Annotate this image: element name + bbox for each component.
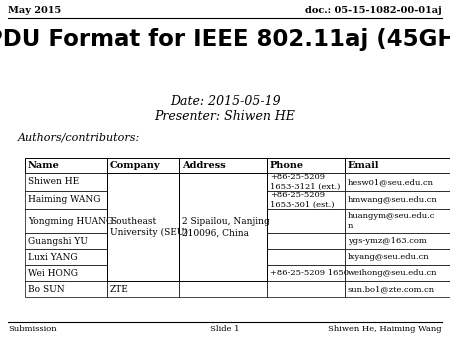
- Bar: [25, 265, 107, 281]
- Text: Shiwen He, Haiming Wang: Shiwen He, Haiming Wang: [328, 325, 442, 333]
- Bar: [345, 173, 450, 191]
- Bar: [25, 209, 107, 233]
- Text: May 2015: May 2015: [8, 6, 61, 15]
- Text: Guangshi YU: Guangshi YU: [28, 237, 88, 245]
- Text: Phone: Phone: [270, 161, 304, 170]
- Bar: [345, 233, 450, 249]
- Text: huangym@seu.edu.c
n: huangym@seu.edu.c n: [348, 212, 436, 230]
- Bar: [267, 158, 345, 173]
- Text: Shiwen HE: Shiwen HE: [28, 177, 79, 187]
- Bar: [107, 265, 179, 281]
- Text: +86-25-5209
1653-3121 (ext.): +86-25-5209 1653-3121 (ext.): [270, 173, 340, 191]
- Text: hesw01@seu.edu.cn: hesw01@seu.edu.cn: [348, 178, 434, 186]
- Text: Address: Address: [182, 161, 226, 170]
- Text: Yongming HUANG: Yongming HUANG: [28, 217, 113, 225]
- Text: doc.: 05-15-1082-00-01aj: doc.: 05-15-1082-00-01aj: [306, 6, 442, 15]
- Text: ZTE: ZTE: [110, 285, 129, 293]
- Text: weihong@seu.edu.cn: weihong@seu.edu.cn: [348, 269, 437, 277]
- Text: PPDU Format for IEEE 802.11aj (45GHz): PPDU Format for IEEE 802.11aj (45GHz): [0, 28, 450, 51]
- Bar: [179, 158, 267, 173]
- Text: ygs-ymz@163.com: ygs-ymz@163.com: [348, 237, 427, 245]
- Bar: [345, 209, 450, 233]
- Text: Date: 2015-05-19: Date: 2015-05-19: [170, 95, 280, 108]
- Bar: [345, 158, 450, 173]
- Text: Bo SUN: Bo SUN: [28, 285, 65, 293]
- Bar: [267, 191, 345, 209]
- Text: sun.bo1@zte.com.cn: sun.bo1@zte.com.cn: [348, 285, 435, 293]
- Bar: [25, 249, 107, 265]
- Text: lxyang@seu.edu.cn: lxyang@seu.edu.cn: [348, 253, 430, 261]
- Bar: [107, 233, 179, 249]
- Bar: [25, 281, 107, 297]
- Bar: [179, 173, 267, 191]
- Bar: [179, 265, 267, 281]
- Text: Luxi YANG: Luxi YANG: [28, 252, 77, 262]
- Bar: [25, 158, 107, 173]
- Text: Presenter: Shiwen HE: Presenter: Shiwen HE: [154, 110, 296, 123]
- Text: Submission: Submission: [8, 325, 57, 333]
- Bar: [267, 281, 345, 297]
- Text: +86-25-5209
1653-301 (est.): +86-25-5209 1653-301 (est.): [270, 191, 334, 209]
- Bar: [267, 265, 345, 281]
- Bar: [25, 233, 107, 249]
- Bar: [179, 209, 267, 233]
- Bar: [267, 249, 345, 265]
- Text: Southeast
University (SEU): Southeast University (SEU): [110, 217, 188, 238]
- Text: Haiming WANG: Haiming WANG: [28, 195, 100, 204]
- Bar: [25, 191, 107, 209]
- Text: +86-25-5209 1650: +86-25-5209 1650: [270, 269, 349, 277]
- Bar: [345, 281, 450, 297]
- Bar: [179, 233, 267, 249]
- Bar: [345, 249, 450, 265]
- Bar: [267, 233, 345, 249]
- Bar: [345, 191, 450, 209]
- Text: Wei HONG: Wei HONG: [28, 268, 78, 277]
- Bar: [179, 281, 267, 297]
- Bar: [179, 249, 267, 265]
- Text: Slide 1: Slide 1: [210, 325, 240, 333]
- Bar: [107, 158, 179, 173]
- Bar: [107, 191, 179, 209]
- Bar: [107, 209, 179, 233]
- Bar: [345, 265, 450, 281]
- Bar: [267, 209, 345, 233]
- Text: Name: Name: [28, 161, 60, 170]
- Bar: [107, 173, 179, 281]
- Bar: [107, 173, 179, 191]
- Bar: [179, 191, 267, 209]
- Bar: [25, 173, 107, 191]
- Bar: [179, 173, 267, 281]
- Text: 2 Sipailou, Nanjing
210096, China: 2 Sipailou, Nanjing 210096, China: [182, 217, 270, 237]
- Text: hmwang@seu.edu.cn: hmwang@seu.edu.cn: [348, 196, 438, 204]
- Bar: [267, 173, 345, 191]
- Bar: [107, 281, 179, 297]
- Text: Company: Company: [110, 161, 161, 170]
- Text: Authors/contributors:: Authors/contributors:: [18, 132, 140, 142]
- Bar: [107, 249, 179, 265]
- Text: Email: Email: [348, 161, 379, 170]
